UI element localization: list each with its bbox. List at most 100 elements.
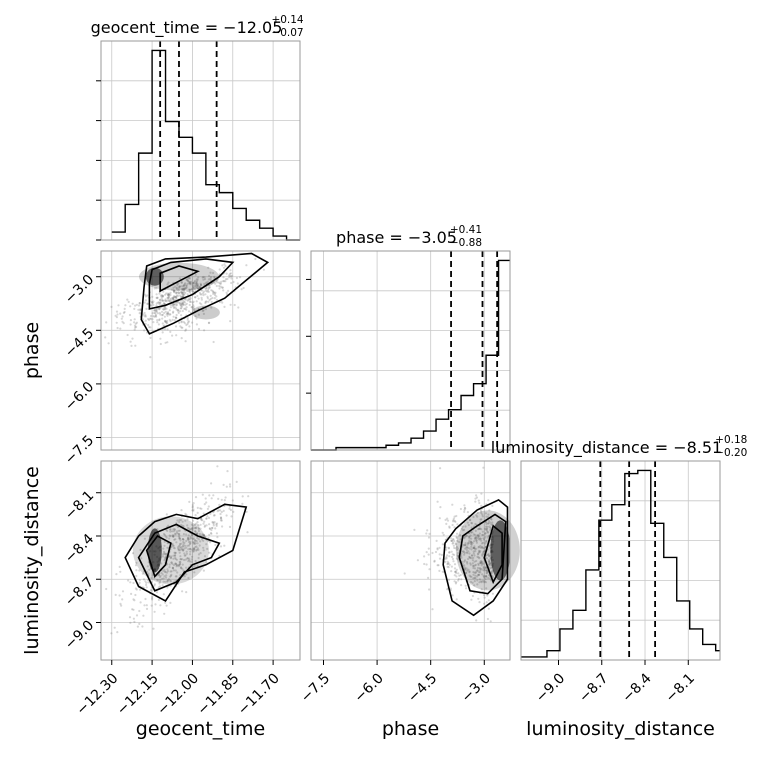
- sample-point: [468, 540, 471, 543]
- sample-point: [487, 607, 490, 610]
- sample-point: [446, 588, 449, 591]
- sample-point: [163, 302, 166, 305]
- sample-point: [187, 534, 190, 537]
- sample-point: [191, 306, 194, 309]
- sample-point: [172, 564, 176, 567]
- sample-point: [189, 283, 192, 286]
- sample-point: [218, 284, 221, 288]
- sample-point: [478, 581, 481, 584]
- sample-point: [452, 560, 455, 563]
- sample-point: [486, 531, 490, 534]
- sample-point: [147, 324, 150, 327]
- sample-point: [452, 544, 455, 547]
- sample-point: [491, 570, 494, 573]
- sample-point: [463, 537, 466, 540]
- sample-point: [155, 315, 158, 318]
- sample-point: [177, 291, 180, 294]
- sample-point: [181, 305, 184, 308]
- sample-point: [184, 554, 187, 557]
- sample-point: [149, 336, 152, 339]
- sample-point: [191, 306, 194, 309]
- sample-point: [197, 526, 200, 529]
- sample-point: [190, 558, 193, 561]
- sample-point: [439, 506, 442, 509]
- sample-point: [206, 507, 209, 510]
- sample-point: [210, 532, 213, 535]
- sample-point: [488, 563, 491, 566]
- sample-point: [132, 581, 135, 585]
- sample-point: [164, 299, 167, 302]
- sample-point: [183, 558, 186, 562]
- sample-point: [157, 579, 160, 582]
- sample-point: [482, 565, 485, 569]
- sample-point: [200, 296, 203, 299]
- sample-point: [151, 598, 154, 601]
- sample-point: [191, 290, 195, 293]
- sample-point: [174, 538, 177, 541]
- sample-point: [185, 284, 188, 287]
- sample-point: [184, 329, 187, 332]
- sample-point: [150, 300, 153, 303]
- sample-point: [225, 272, 228, 275]
- sample-point: [174, 316, 178, 319]
- sample-point: [489, 620, 492, 623]
- sample-point: [228, 274, 231, 277]
- sample-point: [181, 520, 184, 523]
- sample-point: [169, 320, 172, 323]
- sample-point: [201, 276, 204, 279]
- sample-point: [447, 562, 450, 565]
- sample-point: [166, 328, 169, 331]
- sample-point: [469, 534, 472, 537]
- sample-point: [471, 594, 474, 598]
- sample-point: [468, 547, 471, 550]
- sample-point: [189, 300, 192, 303]
- sample-point: [188, 297, 191, 301]
- sample-point: [158, 307, 161, 310]
- sample-point: [467, 523, 470, 527]
- sample-point: [170, 297, 173, 300]
- sample-point: [209, 531, 213, 535]
- sample-point: [186, 544, 189, 547]
- sample-point: [196, 521, 199, 524]
- sample-point: [452, 519, 455, 522]
- sample-point: [114, 593, 117, 597]
- sample-point: [195, 282, 198, 285]
- sample-point: [474, 548, 477, 551]
- sample-point: [181, 303, 184, 306]
- x-tick-label-phase: −3.0: [459, 670, 494, 705]
- sample-point: [121, 320, 124, 323]
- sample-point: [164, 576, 168, 579]
- sample-point: [213, 275, 216, 278]
- sample-point: [138, 579, 141, 582]
- sample-point: [453, 540, 456, 543]
- sample-point: [202, 546, 205, 549]
- sample-point: [135, 303, 138, 306]
- sample-point: [159, 342, 162, 346]
- sample-point: [208, 274, 211, 277]
- sample-point: [194, 539, 197, 542]
- sample-point: [212, 524, 215, 527]
- sample-point: [199, 507, 202, 510]
- title-lower-error-luminosity_distance: −0.20: [715, 447, 747, 459]
- sample-point: [451, 539, 454, 543]
- x-tick-label-geocent_time: −12.30: [74, 670, 122, 718]
- sample-point: [479, 571, 482, 574]
- sample-point: [491, 592, 494, 595]
- sample-point: [141, 625, 144, 628]
- sample-point: [166, 579, 169, 582]
- sample-point: [469, 575, 472, 578]
- sample-point: [476, 575, 479, 578]
- sample-point: [447, 566, 450, 569]
- sample-point: [488, 525, 491, 528]
- sample-point: [182, 302, 185, 305]
- sample-point: [174, 296, 177, 299]
- sample-point: [487, 519, 490, 523]
- sample-point: [468, 570, 471, 573]
- sample-point: [168, 534, 171, 537]
- sample-point: [473, 567, 477, 570]
- sample-point: [472, 564, 475, 568]
- frame-layer: [96, 40, 721, 665]
- sample-point: [455, 598, 458, 601]
- sample-point: [477, 534, 480, 537]
